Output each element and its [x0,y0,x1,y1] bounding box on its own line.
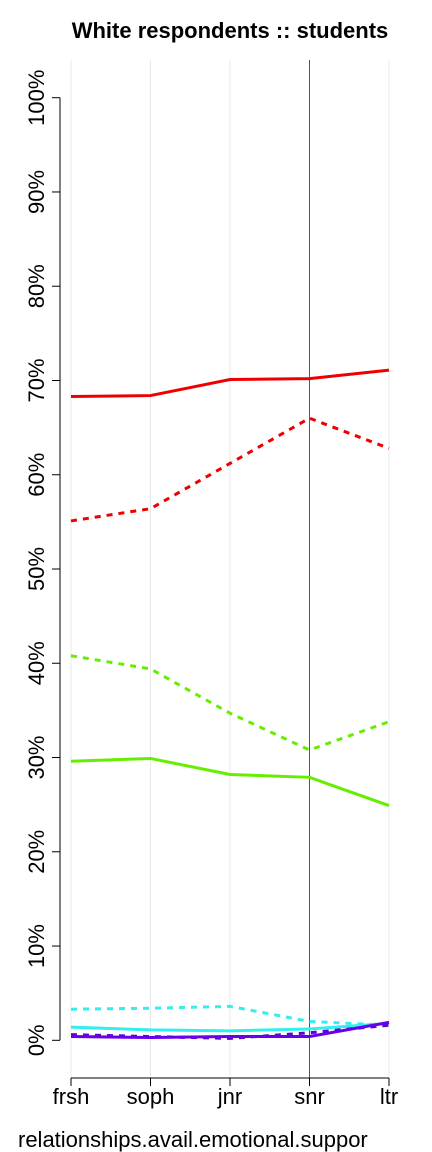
y-tick-label: 100% [24,70,49,126]
x-tick-label: soph [127,1084,175,1109]
y-tick-label: 30% [24,735,49,779]
y-tick-label: 20% [24,830,49,874]
x-tick-label: jnr [217,1084,242,1109]
series-line [70,1004,390,1027]
chart-title: White respondents :: students [72,18,389,43]
y-tick-label: 70% [24,358,49,402]
x-tick-label: ltr [380,1084,398,1109]
series-line [70,1020,390,1039]
series-line [70,368,390,399]
x-tick-label: frsh [53,1084,90,1109]
x-tick-label: snr [294,1084,325,1109]
y-tick-label: 40% [24,641,49,685]
series-line [70,756,390,808]
y-tick-label: 0% [24,1024,49,1056]
y-tick-label: 60% [24,453,49,497]
x-axis-label: relationships.avail.emotional.suppor [18,1127,368,1152]
y-tick-label: 90% [24,170,49,214]
series-line [70,1021,390,1033]
series-line [70,416,390,523]
y-tick-label: 50% [24,547,49,591]
series-line [70,654,390,752]
y-tick-label: 10% [24,924,49,968]
y-tick-label: 80% [24,264,49,308]
